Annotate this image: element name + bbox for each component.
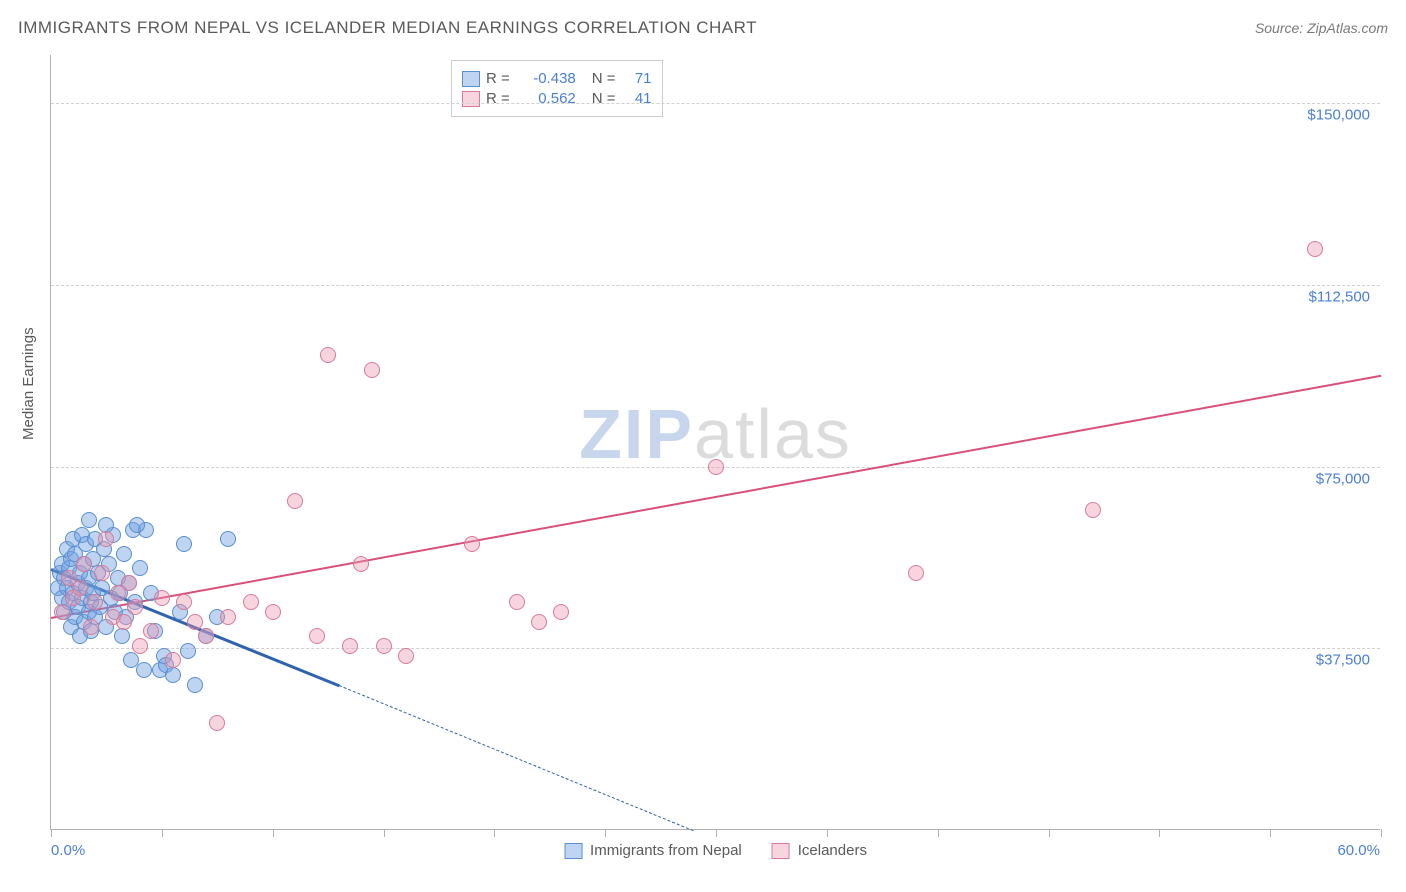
x-tick — [384, 829, 385, 837]
plot-area: ZIPatlas R =-0.438N =71R =0.562N =41 Imm… — [50, 55, 1380, 830]
data-point-iceland — [220, 609, 236, 625]
data-point-iceland — [1307, 241, 1323, 257]
data-point-nepal — [116, 546, 132, 562]
stats-legend-row: R = -0.438 N = 71 — [462, 70, 652, 87]
data-point-iceland — [127, 599, 143, 615]
data-point-iceland — [165, 652, 181, 668]
data-point-nepal — [114, 628, 130, 644]
legend-n-value: 71 — [622, 70, 652, 87]
data-point-nepal — [136, 662, 152, 678]
data-point-nepal — [129, 517, 145, 533]
data-point-iceland — [265, 604, 281, 620]
data-point-iceland — [83, 619, 99, 635]
legend-n-label: N = — [592, 70, 616, 87]
data-point-iceland — [154, 590, 170, 606]
data-point-iceland — [320, 347, 336, 363]
legend-swatch — [564, 843, 582, 859]
data-point-iceland — [94, 565, 110, 581]
data-point-iceland — [176, 594, 192, 610]
legend-r-label: R = — [486, 90, 510, 107]
data-point-nepal — [165, 667, 181, 683]
legend-n-label: N = — [592, 90, 616, 107]
legend-n-value: 41 — [622, 90, 652, 107]
x-tick — [827, 829, 828, 837]
data-point-iceland — [364, 362, 380, 378]
data-point-iceland — [243, 594, 259, 610]
data-point-iceland — [116, 614, 132, 630]
x-tick — [494, 829, 495, 837]
data-point-iceland — [72, 580, 88, 596]
x-axis-min-label: 0.0% — [51, 842, 85, 859]
trend-line — [339, 685, 694, 831]
legend-swatch — [462, 71, 480, 87]
x-tick — [938, 829, 939, 837]
data-point-iceland — [1085, 502, 1101, 518]
legend-item-iceland: Icelanders — [772, 842, 867, 859]
data-point-iceland — [132, 638, 148, 654]
source-label: Source: ZipAtlas.com — [1255, 20, 1388, 36]
trend-line — [51, 375, 1381, 619]
x-tick — [51, 829, 52, 837]
data-point-iceland — [398, 648, 414, 664]
x-tick — [1049, 829, 1050, 837]
data-point-nepal — [220, 531, 236, 547]
data-point-iceland — [376, 638, 392, 654]
y-tick-label: $150,000 — [1307, 107, 1370, 124]
x-tick — [1159, 829, 1160, 837]
data-point-iceland — [464, 536, 480, 552]
legend-r-value: 0.562 — [516, 90, 576, 107]
data-point-iceland — [531, 614, 547, 630]
grid-line — [51, 285, 1380, 286]
chart-title: IMMIGRANTS FROM NEPAL VS ICELANDER MEDIA… — [18, 18, 757, 38]
legend-item-nepal: Immigrants from Nepal — [564, 842, 742, 859]
data-point-nepal — [176, 536, 192, 552]
data-point-iceland — [309, 628, 325, 644]
x-tick — [273, 829, 274, 837]
grid-line — [51, 103, 1380, 104]
data-point-iceland — [187, 614, 203, 630]
data-point-iceland — [509, 594, 525, 610]
data-point-iceland — [287, 493, 303, 509]
series-legend: Immigrants from Nepal Icelanders — [564, 842, 867, 859]
legend-swatch — [772, 843, 790, 859]
data-point-nepal — [180, 643, 196, 659]
data-point-iceland — [198, 628, 214, 644]
data-point-nepal — [187, 677, 203, 693]
stats-legend: R = -0.438 N = 71 R = 0.562 N = 41 — [451, 60, 663, 117]
data-point-iceland — [98, 531, 114, 547]
data-point-iceland — [353, 556, 369, 572]
data-point-nepal — [81, 512, 97, 528]
data-point-iceland — [54, 604, 70, 620]
data-point-iceland — [553, 604, 569, 620]
x-tick — [716, 829, 717, 837]
legend-label: Icelanders — [798, 842, 867, 859]
data-point-iceland — [708, 459, 724, 475]
data-point-iceland — [87, 594, 103, 610]
legend-r-label: R = — [486, 70, 510, 87]
data-point-nepal — [132, 560, 148, 576]
x-tick — [162, 829, 163, 837]
data-point-iceland — [342, 638, 358, 654]
data-point-iceland — [908, 565, 924, 581]
data-point-iceland — [209, 715, 225, 731]
y-tick-label: $75,000 — [1316, 470, 1370, 487]
x-tick — [605, 829, 606, 837]
data-point-iceland — [76, 556, 92, 572]
data-point-iceland — [143, 623, 159, 639]
x-tick — [1270, 829, 1271, 837]
x-tick — [1381, 829, 1382, 837]
watermark-zip: ZIP — [579, 395, 694, 473]
legend-r-value: -0.438 — [516, 70, 576, 87]
y-axis-title: Median Earnings — [20, 327, 37, 440]
legend-label: Immigrants from Nepal — [590, 842, 742, 859]
y-tick-label: $37,500 — [1316, 652, 1370, 669]
x-axis-max-label: 60.0% — [1337, 842, 1380, 859]
stats-legend-row: R = 0.562 N = 41 — [462, 90, 652, 107]
y-tick-label: $112,500 — [1309, 289, 1370, 306]
data-point-iceland — [121, 575, 137, 591]
